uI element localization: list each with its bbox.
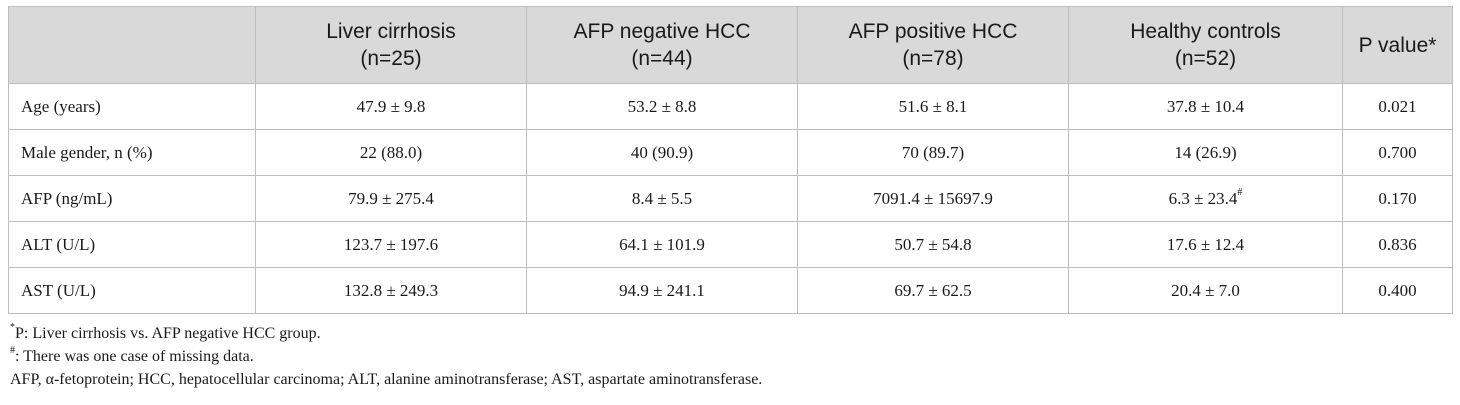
cell-p-value: 0.836 — [1342, 221, 1453, 268]
row-label: AFP (ng/mL) — [8, 175, 256, 222]
cell-value: 37.8 ± 10.4 — [1166, 96, 1245, 116]
cell-healthy-controls: 20.4 ± 7.0 — [1068, 267, 1343, 314]
cell-afp-positive-hcc: 51.6 ± 8.1 — [797, 83, 1069, 130]
cell-p-value: 0.400 — [1342, 267, 1453, 314]
cell-liver-cirrhosis: 22 (88.0) — [255, 129, 527, 176]
header-label: AFP negative HCC — [573, 20, 751, 43]
data-table: Liver cirrhosis (n=25) AFP negative HCC … — [8, 6, 1453, 314]
cell-afp-positive-hcc: 50.7 ± 54.8 — [797, 221, 1069, 268]
table-row: ALT (U/L) 123.7 ± 197.6 64.1 ± 101.9 50.… — [8, 221, 1453, 268]
cell-afp-negative-hcc: 94.9 ± 241.1 — [526, 267, 798, 314]
table-container: Liver cirrhosis (n=25) AFP negative HCC … — [8, 6, 1453, 391]
header-label: AFP positive HCC — [848, 20, 1018, 43]
footnote-text: : There was one case of missing data. — [15, 348, 254, 365]
cell-liver-cirrhosis: 123.7 ± 197.6 — [255, 221, 527, 268]
cell-afp-negative-hcc: 8.4 ± 5.5 — [526, 175, 798, 222]
header-label: P value* — [1358, 33, 1437, 57]
cell-value: 20.4 ± 7.0 — [1171, 280, 1240, 300]
cell-afp-positive-hcc: 69.7 ± 62.5 — [797, 267, 1069, 314]
table-row: Male gender, n (%) 22 (88.0) 40 (90.9) 7… — [8, 129, 1453, 176]
header-cell-healthy-controls: Healthy controls (n=52) — [1068, 6, 1343, 84]
footnote-abbreviations: AFP, α-fetoprotein; HCC, hepatocellular … — [10, 371, 763, 388]
cell-afp-positive-hcc: 70 (89.7) — [797, 129, 1069, 176]
cell-liver-cirrhosis: 132.8 ± 249.3 — [255, 267, 527, 314]
footnote-mark: * — [10, 321, 15, 333]
table-footnotes: *P: Liver cirrhosis vs. AFP negative HCC… — [8, 322, 1452, 391]
cell-afp-negative-hcc: 64.1 ± 101.9 — [526, 221, 798, 268]
cell-p-value: 0.021 — [1342, 83, 1453, 130]
header-cell-empty — [8, 6, 256, 84]
table-row: Age (years) 47.9 ± 9.8 53.2 ± 8.8 51.6 ±… — [8, 83, 1453, 130]
cell-afp-positive-hcc: 7091.4 ± 15697.9 — [797, 175, 1069, 222]
header-cell-afp-positive-hcc: AFP positive HCC (n=78) — [797, 6, 1069, 84]
row-label: ALT (U/L) — [8, 221, 256, 268]
footnote-text: P: Liver cirrhosis vs. AFP negative HCC … — [15, 325, 321, 342]
row-label: Male gender, n (%) — [8, 129, 256, 176]
cell-healthy-controls: 14 (26.9) — [1068, 129, 1343, 176]
header-cell-p-value: P value* — [1342, 6, 1453, 84]
footnote-missing-data: #: There was one case of missing data. — [10, 345, 1452, 368]
cell-value: 17.6 ± 12.4 — [1166, 234, 1245, 254]
row-label: Age (years) — [8, 83, 256, 130]
header-cell-afp-negative-hcc: AFP negative HCC (n=44) — [526, 6, 798, 84]
table-header: Liver cirrhosis (n=25) AFP negative HCC … — [8, 6, 1453, 84]
header-row: Liver cirrhosis (n=25) AFP negative HCC … — [8, 6, 1453, 84]
header-sublabel: (n=78) — [902, 47, 964, 70]
table-row: AFP (ng/mL) 79.9 ± 275.4 8.4 ± 5.5 7091.… — [8, 175, 1453, 222]
cell-p-value: 0.170 — [1342, 175, 1453, 222]
header-sublabel: (n=25) — [360, 47, 422, 70]
header-sublabel: (n=44) — [631, 47, 693, 70]
header-cell-liver-cirrhosis: Liver cirrhosis (n=25) — [255, 6, 527, 84]
header-label: Healthy controls — [1130, 20, 1281, 43]
footnote-p-value: *P: Liver cirrhosis vs. AFP negative HCC… — [10, 322, 1452, 345]
cell-healthy-controls: 37.8 ± 10.4 — [1068, 83, 1343, 130]
cell-liver-cirrhosis: 79.9 ± 275.4 — [255, 175, 527, 222]
cell-liver-cirrhosis: 47.9 ± 9.8 — [255, 83, 527, 130]
cell-value: 6.3 ± 23.4 — [1168, 188, 1238, 208]
row-label: AST (U/L) — [8, 267, 256, 314]
table-row: AST (U/L) 132.8 ± 249.3 94.9 ± 241.1 69.… — [8, 267, 1453, 314]
cell-afp-negative-hcc: 53.2 ± 8.8 — [526, 83, 798, 130]
cell-healthy-controls: 6.3 ± 23.4# — [1068, 175, 1343, 222]
cell-p-value: 0.700 — [1342, 129, 1453, 176]
cell-afp-negative-hcc: 40 (90.9) — [526, 129, 798, 176]
header-sublabel: (n=52) — [1174, 47, 1237, 70]
cell-value: 14 (26.9) — [1174, 142, 1237, 162]
footnote-mark: # — [10, 344, 15, 356]
table-body: Age (years) 47.9 ± 9.8 53.2 ± 8.8 51.6 ±… — [8, 83, 1453, 314]
cell-footnote-mark: # — [1237, 186, 1243, 198]
cell-healthy-controls: 17.6 ± 12.4 — [1068, 221, 1343, 268]
header-label: Liver cirrhosis — [326, 20, 456, 43]
